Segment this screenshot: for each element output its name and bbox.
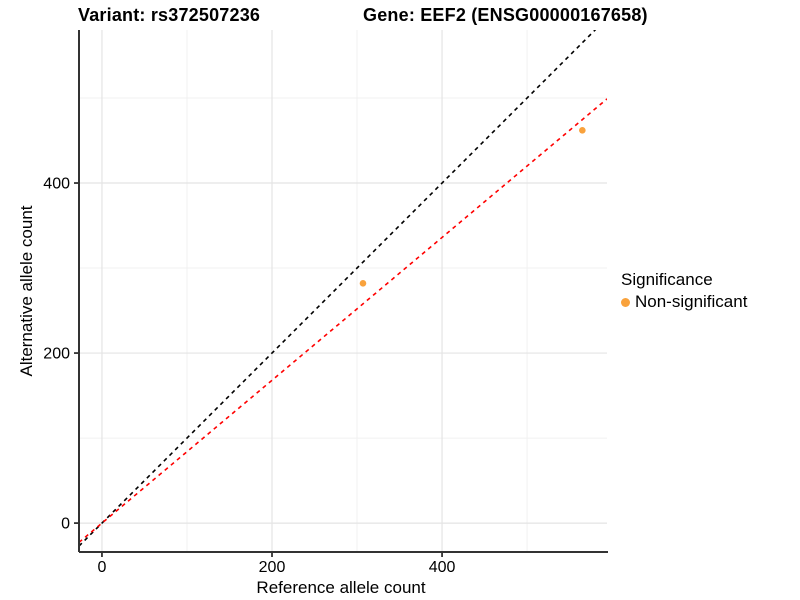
legend-item-label: Non-significant (635, 292, 748, 311)
tick-labels: 0 200 400 0 200 400 (43, 176, 455, 576)
y-tick-label: 0 (61, 516, 70, 533)
reference-lines (79, 30, 607, 547)
legend-item-non-significant: Non-significant (621, 292, 747, 312)
tick-marks (74, 182, 443, 557)
x-tick-label: 0 (98, 559, 107, 576)
legend-title: Significance (621, 270, 713, 289)
grid-major (79, 30, 607, 552)
y-axis-title: Alternative allele count (17, 205, 36, 377)
x-axis-title: Reference allele count (256, 578, 426, 597)
data-point (359, 280, 367, 287)
data-point (579, 127, 586, 134)
fit-line (79, 98, 607, 543)
axis-lines (78, 30, 608, 553)
x-tick-label: 200 (259, 559, 286, 576)
gene-title: Gene: EEF2 (ENSG00000167658) (363, 5, 648, 25)
y-tick-label: 200 (43, 346, 70, 363)
point-icon (621, 297, 630, 307)
legend: Significance Non-significant (621, 270, 747, 312)
x-tick-label: 400 (429, 559, 456, 576)
y-tick-label: 400 (43, 176, 70, 193)
variant-title: Variant: rs372507236 (78, 5, 261, 25)
data-points (359, 127, 586, 287)
grid-minor (79, 30, 607, 552)
identity-line (79, 30, 597, 547)
